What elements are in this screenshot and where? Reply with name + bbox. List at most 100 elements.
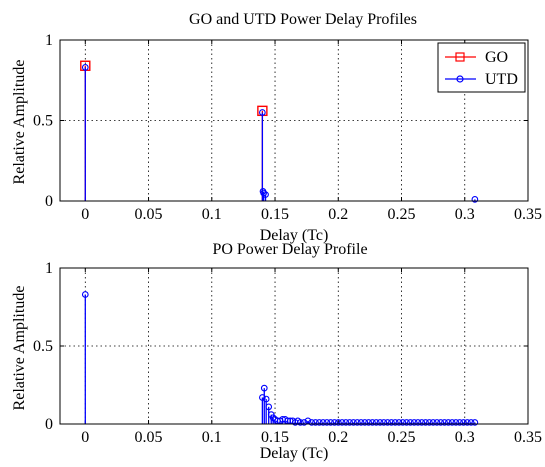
bottom-x-tick-label: 0.05 (135, 429, 163, 446)
bottom-series-marker (410, 419, 418, 426)
legend-go-label: GO (485, 49, 508, 66)
top-x-axis-label: Delay (Tc) (260, 227, 329, 244)
go-utd-panel: GO and UTD Power Delay Profiles Relative… (11, 11, 542, 244)
bottom-series-marker (296, 419, 304, 426)
bottom-series-marker (388, 419, 395, 426)
bottom-series-marker (361, 419, 369, 426)
bottom-series-marker (441, 419, 448, 426)
bottom-series-marker (259, 394, 266, 401)
top-x-tick-label: 0.35 (514, 206, 542, 223)
bottom-grid (60, 268, 528, 424)
bottom-series-marker (407, 419, 414, 426)
top-y-axis-label: Relative Amplitude (11, 60, 28, 185)
top-x-tick-label: 0.25 (388, 206, 416, 223)
bottom-series-marker (471, 419, 479, 426)
top-grid (60, 40, 528, 201)
bottom-series-marker (372, 419, 380, 426)
bottom-series-marker (376, 419, 384, 426)
bottom-x-tick-label: 0.35 (514, 429, 542, 446)
bottom-series-marker (380, 419, 388, 426)
legend-utd-marker (456, 75, 464, 83)
bottom-series-marker (452, 419, 460, 426)
bottom-chart-title: PO Power Delay Profile (212, 241, 367, 258)
top-x-tick-label: 0.3 (455, 206, 475, 223)
top-x-tick-label: 0.05 (135, 206, 163, 223)
bottom-series-marker (425, 419, 433, 426)
po-panel: PO Power Delay Profile Relative Amplitud… (11, 241, 542, 462)
bottom-series-marker (391, 419, 399, 426)
bottom-stems (81, 291, 479, 426)
top-plot-frame (59, 39, 529, 202)
top-x-tick-label: 0.2 (328, 206, 348, 223)
bottom-series-marker (346, 419, 354, 426)
bottom-series-marker (81, 291, 89, 298)
bottom-series-marker (312, 419, 319, 426)
bottom-series-marker (437, 419, 445, 426)
bottom-series-marker (342, 419, 350, 426)
bottom-series-marker (399, 419, 407, 426)
top-utd-marker (471, 196, 479, 203)
bottom-series-marker (319, 419, 327, 426)
bottom-y-tick-label: 1 (45, 260, 53, 277)
bottom-series-marker (448, 419, 456, 426)
bottom-ticks: 0 0.05 0.1 0.15 0.2 0.25 0.3 0.35 0 0.5 1 (33, 260, 542, 446)
bottom-x-axis-label: Delay (Tc) (260, 445, 329, 462)
top-y-tick-label: 1 (45, 32, 53, 49)
bottom-series-marker (350, 419, 357, 426)
bottom-x-tick-label: 0.1 (202, 429, 222, 446)
legend-go-marker (455, 52, 465, 62)
bottom-y-tick-label: 0.5 (33, 338, 53, 355)
top-y-tick-label: 0.5 (33, 113, 53, 130)
top-x-tick-label: 0.1 (202, 206, 222, 223)
bottom-x-tick-label: 0.25 (388, 429, 416, 446)
top-chart-title: GO and UTD Power Delay Profiles (189, 11, 417, 28)
top-utd-marker (259, 109, 266, 116)
bottom-plot-frame (59, 267, 529, 425)
top-legend: GO UTD (437, 42, 526, 93)
top-ticks: 0 0.05 0.1 0.15 0.2 0.25 0.3 0.35 0 0.5 1 (33, 32, 542, 223)
bottom-x-tick-label: 0.3 (455, 429, 475, 446)
bottom-series-marker (269, 414, 277, 422)
top-utd-marker (81, 64, 89, 71)
top-x-tick-label: 0.15 (261, 206, 289, 223)
legend-utd-label: UTD (485, 71, 518, 88)
bottom-series-marker (444, 419, 452, 426)
bottom-series-marker (433, 419, 441, 426)
legend-box (437, 42, 526, 93)
bottom-series-marker (300, 419, 308, 426)
top-utd-marker (260, 189, 267, 197)
bottom-series-marker (353, 419, 361, 426)
bottom-x-tick-label: 0.15 (261, 429, 289, 446)
bottom-series-marker (369, 419, 376, 426)
bottom-series-marker (365, 419, 372, 426)
bottom-series-marker (327, 419, 335, 426)
bottom-series-marker (429, 419, 437, 426)
bottom-series-marker (262, 395, 270, 403)
bottom-series-marker (456, 419, 464, 426)
bottom-x-tick-label: 0.2 (328, 429, 348, 446)
bottom-series-marker (422, 419, 429, 426)
top-x-tick-label: 0 (81, 206, 89, 223)
bottom-series-marker (460, 419, 467, 426)
bottom-series-marker (315, 419, 323, 426)
bottom-series-marker (403, 419, 410, 426)
top-y-tick-label: 0 (45, 193, 53, 210)
bottom-series-marker (414, 419, 422, 426)
bottom-series-marker (395, 419, 403, 426)
bottom-series-marker (357, 419, 365, 426)
bottom-y-tick-label: 0 (45, 416, 53, 433)
bottom-series-marker (265, 403, 273, 411)
bottom-series-marker (334, 419, 342, 426)
bottom-series-marker (384, 419, 391, 426)
bottom-series-marker (323, 419, 331, 426)
bottom-series-marker (463, 419, 471, 426)
bottom-series-marker (331, 419, 338, 426)
top-utd-marker (262, 191, 269, 198)
top-stems (80, 60, 479, 203)
bottom-y-axis-label: Relative Amplitude (11, 286, 28, 411)
bottom-series-marker (308, 419, 316, 426)
bottom-series-marker (338, 419, 346, 426)
bottom-series-marker (418, 419, 426, 426)
